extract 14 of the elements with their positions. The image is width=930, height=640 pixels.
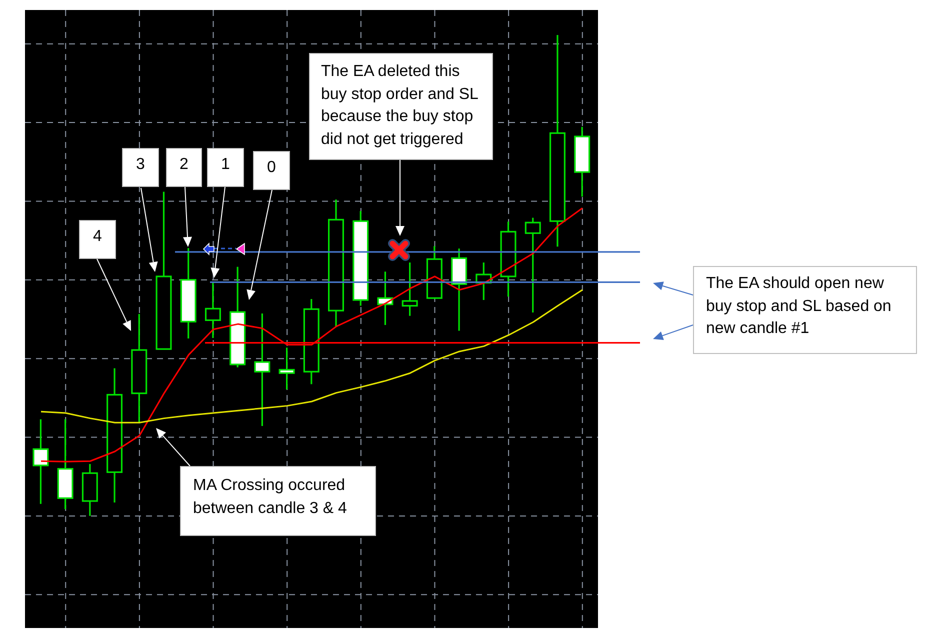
candlestick — [32, 418, 49, 505]
annotation: The EA deleted this buy stop order and SL because the buy stop did not get triggered — [309, 53, 493, 160]
annotation: 1 — [207, 148, 244, 187]
candlestick — [204, 280, 221, 339]
candlestick — [278, 346, 295, 390]
annotation: 3 — [122, 148, 159, 187]
candlestick — [524, 216, 541, 314]
candlestick — [402, 262, 418, 317]
annotation: MA Crossing occured between candle 3 & 4 — [180, 466, 376, 536]
annotation: 0 — [253, 151, 290, 190]
text: The EA should open new buy stop and SL based on new candle #1 — [693, 266, 917, 354]
annotation: 4 — [79, 220, 116, 259]
candlestick — [254, 312, 270, 427]
annotation: 2 — [166, 148, 202, 187]
